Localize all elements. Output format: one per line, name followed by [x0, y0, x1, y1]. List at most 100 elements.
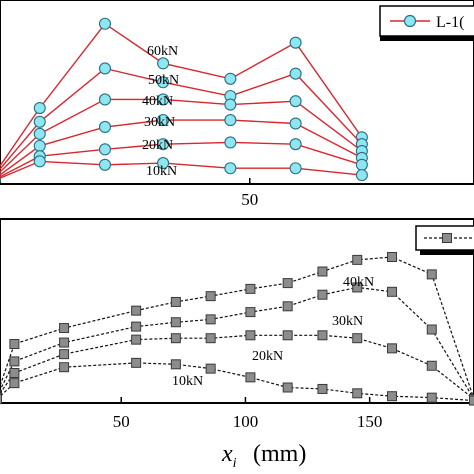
top-point-10kN-5: [289, 162, 302, 175]
top-point-20kN-6: [355, 158, 368, 171]
bottom-point-40kN-6: [245, 283, 256, 294]
top-load-labels: 60kN 50kN 40kN 30kN 20kN 10kN: [142, 44, 179, 179]
bottom-point-10kN-7: [282, 382, 293, 393]
top-point-20kN-4: [224, 136, 237, 149]
top-point-40kN-3: [157, 93, 170, 106]
bottom-x-tick-label-1: 100: [233, 412, 259, 431]
top-point-30kN-4: [224, 114, 237, 127]
bottom-point-20kN-6: [245, 330, 256, 341]
bottom-point-30kN-3: [131, 321, 142, 332]
bottom-load-label-40kN: 40kN: [343, 275, 374, 290]
bottom-point-40kN-8: [317, 266, 328, 277]
top-point-50kN-1: [33, 115, 46, 128]
bottom-point-10kN-9: [352, 388, 363, 399]
bottom-point-40kN-9: [352, 254, 363, 265]
top-point-40kN-4: [224, 98, 237, 111]
bottom-x-tick-label-0: 50: [113, 412, 130, 431]
bottom-point-20kN-2: [59, 349, 70, 360]
top-series-group: [0, 17, 368, 184]
x-axis-unit: (mm): [253, 441, 306, 467]
x-axis-title: xi: [221, 441, 237, 471]
bottom-point-30kN-8: [317, 289, 328, 300]
bottom-point-40kN-7: [282, 278, 293, 289]
top-series-line-50kN: [0, 67, 363, 171]
bottom-point-10kN-2: [59, 362, 70, 373]
top-point-60kN-5: [289, 36, 302, 49]
top-legend-marker-icon: [403, 14, 417, 28]
top-load-label-40kN: 40kN: [142, 94, 173, 109]
top-load-label-60kN: 60kN: [147, 44, 178, 59]
top-point-30kN-3: [157, 114, 170, 127]
top-point-30kN-5: [289, 117, 302, 130]
bottom-series-line-10kN: [0, 362, 474, 402]
bottom-point-20kN-5: [205, 333, 216, 344]
top-point-20kN-3: [157, 138, 170, 151]
bottom-point-10kN-5: [205, 363, 216, 374]
top-point-30kN-1: [33, 139, 46, 152]
bottom-point-40kN-10: [387, 252, 398, 262]
bottom-point-30kN-9: [352, 282, 363, 293]
bottom-point-40kN-1: [9, 339, 20, 349]
top-point-50kN-5: [289, 67, 302, 80]
top-point-10kN-2: [98, 158, 112, 171]
bottom-point-10kN-0: [0, 394, 2, 405]
bottom-point-20kN-3: [131, 334, 142, 345]
bottom-point-20kN-9: [352, 333, 363, 344]
bottom-panel: 50 100 150 40kN 30kN 20kN 10kN xi (mm): [0, 218, 474, 471]
top-load-label-10kN: 10kN: [146, 164, 177, 179]
top-point-20kN-2: [98, 143, 112, 156]
bottom-point-20kN-7: [282, 330, 293, 341]
bottom-point-40kN-2: [59, 323, 70, 334]
bottom-point-20kN-4: [170, 333, 181, 344]
bottom-point-30kN-6: [245, 307, 256, 318]
bottom-point-40kN-3: [131, 305, 142, 316]
bottom-point-30kN-4: [170, 317, 181, 328]
bottom-point-10kN-6: [245, 372, 256, 383]
bottom-point-20kN-1: [9, 368, 20, 378]
top-point-60kN-3: [157, 57, 170, 70]
bottom-plot-frame: [0, 218, 474, 404]
top-point-60kN-1: [33, 101, 46, 115]
top-point-40kN-5: [289, 95, 302, 108]
x-axis-symbol: x: [221, 441, 233, 467]
top-legend-label: L-1(: [436, 14, 464, 31]
top-plot-frame: [0, 0, 474, 185]
bottom-legend-shadow: [420, 250, 474, 255]
top-series-line-60kN: [0, 22, 363, 168]
top-point-10kN-3: [157, 157, 170, 170]
bottom-point-30kN-7: [282, 301, 293, 312]
bottom-load-label-10kN: 10kN: [172, 374, 203, 389]
top-legend-shadow: [380, 36, 474, 41]
bottom-point-10kN-1: [9, 378, 20, 389]
bottom-point-40kN-4: [170, 296, 181, 307]
top-series-line-10kN: [0, 160, 362, 179]
bottom-load-labels: 40kN 30kN 20kN 10kN: [172, 275, 374, 389]
top-point-10kN-4: [224, 162, 237, 175]
x-axis-subscript: i: [233, 456, 237, 471]
bottom-point-10kN-4: [170, 359, 181, 370]
bottom-point-30kN-5: [205, 314, 216, 325]
bottom-point-20kN-8: [317, 330, 328, 341]
top-load-label-20kN: 20kN: [142, 138, 173, 153]
bottom-load-label-20kN: 20kN: [252, 349, 283, 364]
top-x-tick-label-0: 50: [241, 190, 258, 209]
bottom-point-30kN-10: [387, 286, 398, 297]
bottom-series-line-30kN: [0, 286, 474, 400]
top-point-40kN-1: [33, 127, 46, 140]
bottom-point-20kN-11: [426, 360, 437, 371]
top-legend: L-1(: [379, 5, 474, 41]
bottom-point-40kN-11: [426, 269, 437, 280]
top-point-10kN-1: [33, 155, 46, 168]
bottom-load-label-30kN: 30kN: [332, 314, 363, 329]
bottom-point-30kN-11: [426, 324, 437, 335]
top-point-10kN-6: [355, 169, 368, 182]
bottom-point-30kN-2: [59, 337, 70, 348]
top-x-ticks: 50: [241, 178, 258, 209]
top-point-20kN-5: [289, 138, 302, 151]
top-point-50kN-2: [98, 62, 112, 75]
bottom-legend: [415, 225, 474, 255]
bottom-point-10kN-3: [131, 357, 142, 368]
bottom-legend-marker-icon: [442, 233, 452, 243]
bottom-point-30kN-1: [9, 356, 20, 367]
top-load-label-30kN: 30kN: [144, 115, 175, 130]
